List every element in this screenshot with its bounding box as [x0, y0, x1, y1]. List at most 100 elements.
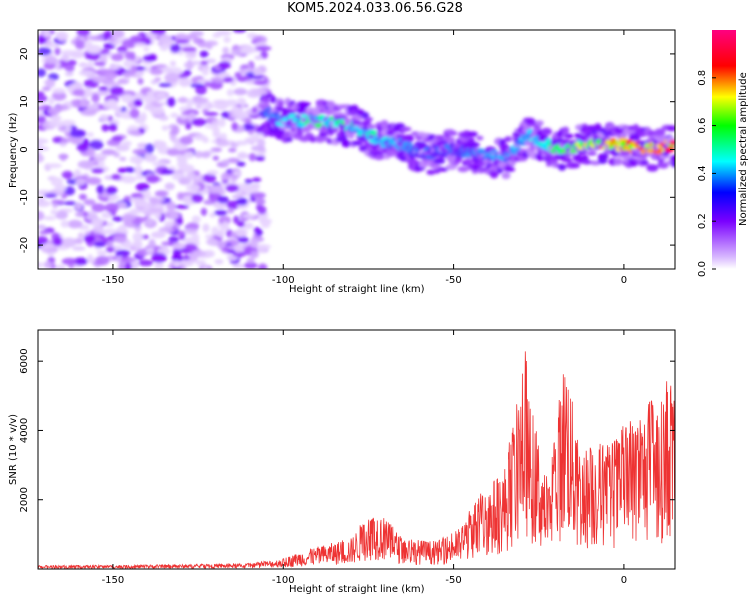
heatmap-cell: [467, 141, 480, 148]
heatmap-cell: [212, 103, 224, 109]
heatmap-cell: [558, 154, 566, 160]
heatmap-cell: [177, 157, 188, 167]
heatmap-cell: [603, 148, 612, 155]
heatmap-cell: [590, 160, 601, 166]
heatmap-cell: [186, 171, 197, 180]
heatmap-cell: [158, 34, 173, 45]
heatmap-cell: [174, 204, 190, 209]
heatmap-cell: [244, 178, 253, 184]
heatmap-cell: [204, 124, 219, 129]
heatmap-cell: [103, 30, 113, 40]
x-tick-label: -50: [445, 575, 461, 586]
heatmap-cell: [654, 128, 666, 137]
heatmap-cell: [122, 241, 133, 250]
spectrogram-heatmap: [38, 30, 675, 269]
heatmap-cell: [54, 47, 61, 56]
x-tick-label: -150: [102, 575, 125, 586]
heatmap-cell: [117, 167, 127, 174]
heatmap-cell: [504, 167, 516, 173]
heatmap-cell: [200, 60, 209, 65]
heatmap-cell: [233, 170, 241, 177]
heatmap-cell: [257, 263, 268, 269]
heatmap-cell: [38, 94, 48, 102]
heatmap-cell: [185, 184, 201, 192]
heatmap-cell: [92, 161, 99, 166]
heatmap-cell: [77, 160, 94, 169]
heatmap-cell: [246, 71, 255, 78]
heatmap-cell: [182, 243, 198, 252]
heatmap-cell: [220, 132, 228, 141]
heatmap-cell: [226, 208, 235, 214]
heatmap-cell: [96, 249, 107, 256]
heatmap-cell: [189, 83, 204, 88]
heatmap-cell: [260, 220, 271, 229]
heatmap-cell: [107, 37, 117, 42]
heatmap-cell: [232, 263, 246, 269]
heatmap-cell: [38, 110, 44, 117]
heatmap-cell: [74, 169, 81, 177]
heatmap-cell: [45, 78, 56, 88]
heatmap-cell: [214, 259, 224, 265]
heatmap-cell: [148, 196, 159, 203]
heatmap-cell: [212, 119, 219, 127]
heatmap-cell: [234, 244, 242, 253]
heatmap-cell: [195, 104, 202, 110]
heatmap-cell: [476, 135, 484, 141]
heatmap-cell: [75, 178, 86, 186]
heatmap-cell: [320, 127, 330, 133]
heatmap-cell: [231, 194, 243, 199]
heatmap-cell: [206, 170, 219, 176]
heatmap-cell: [333, 112, 345, 117]
heatmap-cell: [38, 137, 46, 144]
heatmap-cell: [149, 68, 164, 75]
chart-title: KOM5.2024.033.06.56.G28: [287, 1, 463, 16]
heatmap-cell: [185, 49, 197, 60]
heatmap-cell: [257, 138, 266, 148]
heatmap-cell: [195, 260, 207, 266]
heatmap-cell: [145, 247, 154, 254]
heatmap-cell: [236, 97, 246, 104]
heatmap-cell: [467, 131, 478, 137]
heatmap-cell: [433, 157, 446, 165]
heatmap-cell: [192, 177, 200, 185]
heatmap-cell: [347, 131, 355, 139]
heatmap-cell: [618, 137, 628, 143]
heatmap-cell: [251, 192, 266, 199]
heatmap-cell: [74, 202, 83, 210]
heatmap-cell: [50, 177, 64, 187]
heatmap-cell: [200, 207, 208, 217]
heatmap-cell: [203, 81, 212, 88]
heatmap-cell: [231, 122, 239, 131]
heatmap-cell: [91, 168, 105, 174]
heatmap-cell: [123, 262, 132, 269]
heatmap-cell: [597, 158, 608, 164]
heatmap-cell: [191, 193, 204, 203]
heatmap-cell: [201, 67, 210, 76]
heatmap-cell: [233, 88, 248, 96]
heatmap-cell: [60, 49, 76, 55]
heatmap-cell: [86, 254, 94, 264]
heatmap-cell: [231, 106, 242, 115]
heatmap-cell: [171, 125, 180, 135]
heatmap-cell: [570, 162, 581, 169]
heatmap-cell: [250, 145, 266, 152]
heatmap-cell: [437, 167, 449, 172]
heatmap-cell: [139, 36, 151, 43]
heatmap-cell: [230, 231, 238, 239]
heatmap-cell: [232, 30, 247, 33]
heatmap-cell: [75, 39, 85, 49]
heatmap-cell: [629, 135, 641, 141]
heatmap-cell: [137, 77, 144, 85]
heatmap-cell: [55, 210, 68, 220]
x-tick-label: 0: [621, 575, 627, 586]
heatmap-cell: [311, 108, 322, 116]
heatmap-cell: [51, 199, 65, 204]
heatmap-cell: [144, 104, 156, 111]
heatmap-cell: [214, 209, 228, 216]
heatmap-cell: [369, 130, 378, 136]
heatmap-cell: [112, 216, 124, 222]
heatmap-cell: [212, 155, 220, 161]
heatmap-cell: [400, 126, 412, 132]
heatmap-cell: [254, 55, 263, 60]
heatmap-cell: [535, 120, 544, 126]
